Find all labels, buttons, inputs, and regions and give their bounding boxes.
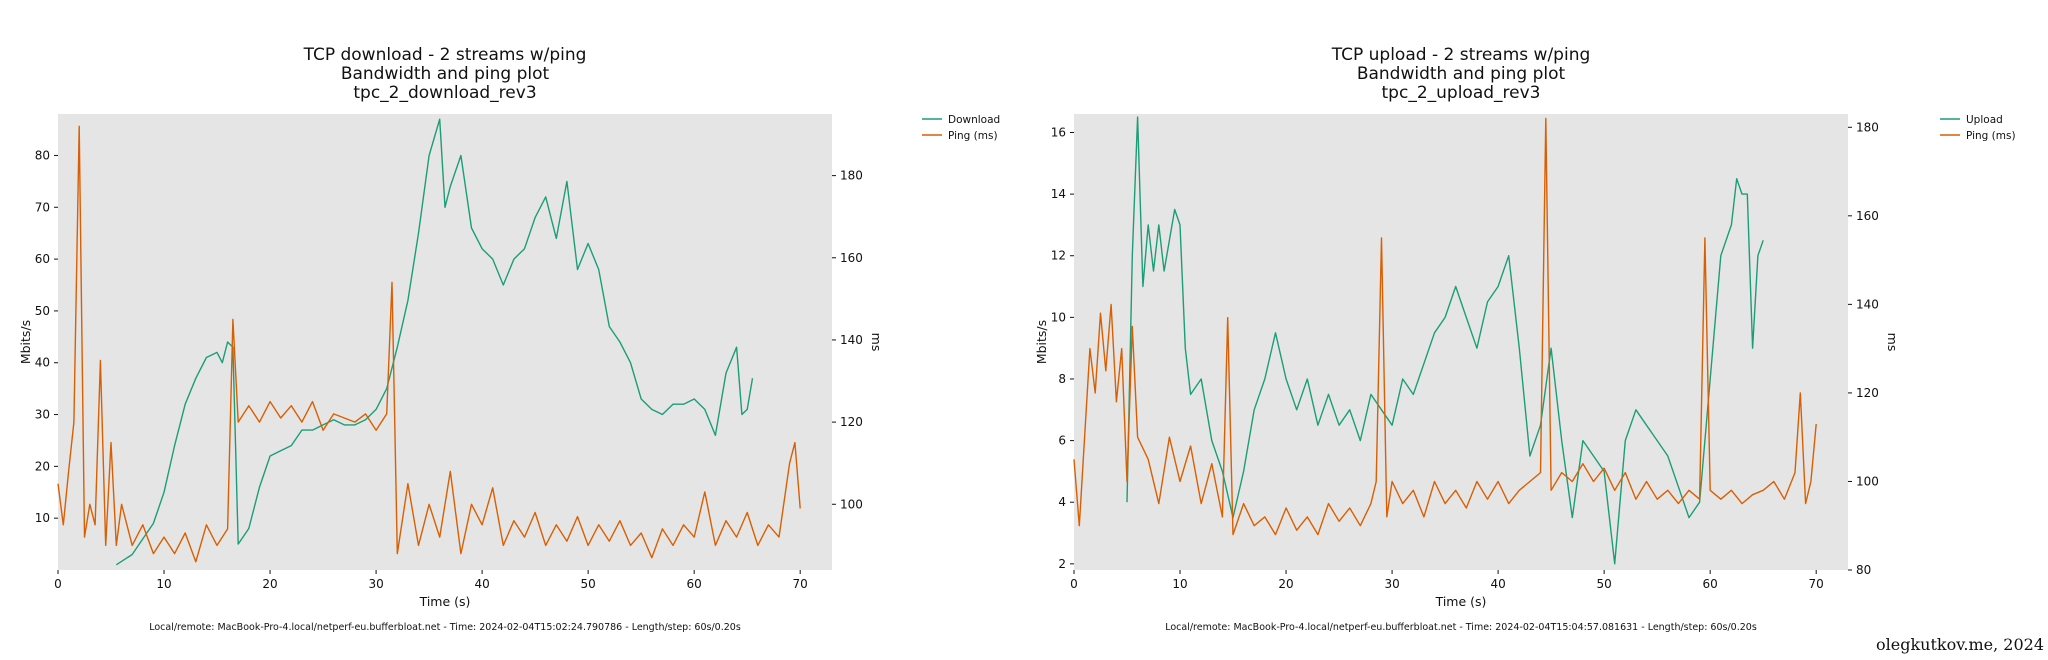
- y2-tick-label: 140: [1856, 297, 1879, 311]
- y-tick-label: 10: [1051, 310, 1066, 324]
- y-tick-label: 4: [1058, 495, 1066, 509]
- chart-title-line: Bandwidth and ping plot: [341, 64, 550, 84]
- series-line-upload: [1126, 116, 1764, 565]
- x-tick-label: 70: [1809, 577, 1824, 591]
- y-tick-label: 20: [35, 459, 50, 473]
- y-tick-label: 50: [35, 304, 50, 318]
- legend-entry: Ping (ms): [1966, 130, 2016, 142]
- legend-entry: Download: [948, 114, 1000, 126]
- x-tick-label: 20: [262, 577, 277, 591]
- chart-panel-1: TCP download - 2 streams w/pingBandwidth…: [18, 45, 1000, 633]
- x-tick-label: 70: [793, 577, 808, 591]
- x-tick-label: 10: [156, 577, 171, 591]
- x-tick-label: 60: [687, 577, 702, 591]
- y-tick-label: 12: [1051, 249, 1066, 263]
- y-tick-label: 16: [1051, 125, 1066, 139]
- chart-footnote: Local/remote: MacBook-Pro-4.local/netper…: [149, 622, 741, 633]
- x-tick-label: 40: [1490, 577, 1505, 591]
- credit-text: olegkutkov.me, 2024: [1876, 635, 2044, 654]
- y-axis-label: Mbits/s: [18, 320, 33, 364]
- x-tick-label: 30: [368, 577, 383, 591]
- x-axis-label: Time (s): [419, 594, 471, 609]
- y2-tick-label: 160: [1856, 209, 1879, 223]
- series-line-download: [115, 118, 754, 566]
- y2-tick-label: 80: [1856, 563, 1871, 577]
- x-tick-label: 60: [1703, 577, 1718, 591]
- x-tick-label: 40: [474, 577, 489, 591]
- chart-footnote: Local/remote: MacBook-Pro-4.local/netper…: [1165, 622, 1757, 633]
- y-tick-label: 2: [1058, 557, 1066, 571]
- y2-tick-label: 140: [840, 333, 863, 347]
- x-axis-label: Time (s): [1435, 594, 1487, 609]
- x-tick-label: 50: [580, 577, 595, 591]
- y2-tick-label: 180: [1856, 120, 1879, 134]
- y-tick-label: 80: [35, 148, 50, 162]
- y-tick-label: 30: [35, 408, 50, 422]
- y2-tick-label: 100: [840, 497, 863, 511]
- y2-tick-label: 120: [840, 415, 863, 429]
- y2-axis-label: ms: [869, 333, 884, 352]
- y-tick-label: 8: [1058, 372, 1066, 386]
- y2-tick-label: 120: [1856, 386, 1879, 400]
- x-tick-label: 0: [1070, 577, 1078, 591]
- plot-area: [1074, 114, 1848, 570]
- y2-tick-label: 100: [1856, 474, 1879, 488]
- y-tick-label: 6: [1058, 434, 1066, 448]
- x-tick-label: 30: [1384, 577, 1399, 591]
- x-tick-label: 50: [1596, 577, 1611, 591]
- series-line-ping-ms: [1073, 117, 1817, 536]
- chart-title-line: tpc_2_upload_rev3: [1382, 83, 1541, 103]
- x-tick-label: 0: [54, 577, 62, 591]
- legend-entry: Ping (ms): [948, 130, 998, 142]
- chart-title-line: Bandwidth and ping plot: [1357, 64, 1566, 84]
- chart-title-line: TCP upload - 2 streams w/ping: [1331, 45, 1591, 65]
- x-tick-label: 10: [1172, 577, 1187, 591]
- legend-entry: Upload: [1966, 114, 2003, 126]
- y2-tick-label: 160: [840, 251, 863, 265]
- y2-axis-label: ms: [1885, 333, 1900, 352]
- y-tick-label: 10: [35, 511, 50, 525]
- y-tick-label: 40: [35, 356, 50, 370]
- y-tick-label: 70: [35, 200, 50, 214]
- x-tick-label: 20: [1278, 577, 1293, 591]
- plot-area: [58, 114, 832, 570]
- chart-title-line: tpc_2_download_rev3: [353, 83, 536, 103]
- y-axis-label: Mbits/s: [1034, 320, 1049, 364]
- y2-tick-label: 180: [840, 169, 863, 183]
- y-tick-label: 14: [1051, 187, 1066, 201]
- series-line-ping-ms: [57, 125, 801, 563]
- chart-title-line: TCP download - 2 streams w/ping: [303, 45, 587, 65]
- y-tick-label: 60: [35, 252, 50, 266]
